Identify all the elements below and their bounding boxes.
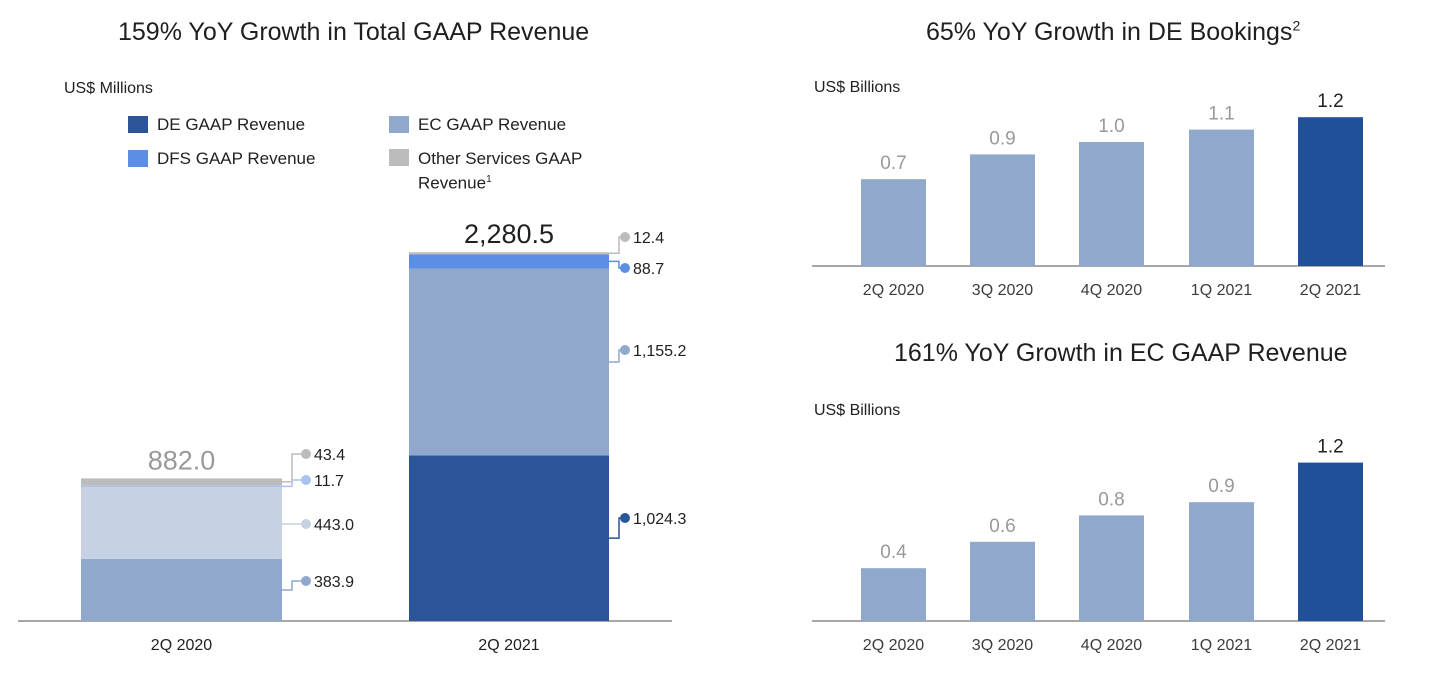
callout-line-dfs xyxy=(282,479,304,488)
category-label: 4Q 2020 xyxy=(1081,282,1142,299)
total-revenue-chart-title: 159% YoY Growth in Total GAAP Revenue xyxy=(118,18,589,47)
data-label-dfs: 11.7 xyxy=(314,473,344,490)
ec-revenue-title-text: 161% YoY Growth in EC GAAP Revenue xyxy=(894,339,1348,367)
category-label: 4Q 2020 xyxy=(1081,637,1142,654)
category-label: 3Q 2020 xyxy=(972,282,1033,299)
bar-2q-2021 xyxy=(1298,117,1363,266)
data-label-dfs: 88.7 xyxy=(633,261,664,278)
category-label: 2Q 2021 xyxy=(1300,282,1361,299)
callout-dot-de xyxy=(301,576,311,586)
bar-4q-2020 xyxy=(1079,142,1144,266)
total-label: 882.0 xyxy=(148,445,216,475)
de-bookings-title-footnote: 2 xyxy=(1292,17,1301,34)
callout-line-de xyxy=(282,580,304,591)
legend-item-other: Other Services GAAP Revenue1 xyxy=(389,148,598,194)
data-label-ec: 1,155.2 xyxy=(633,343,686,360)
value-label: 0.9 xyxy=(989,128,1015,149)
legend-item-dfs: DFS GAAP Revenue xyxy=(128,149,315,169)
bar-2q-2020 xyxy=(861,179,926,266)
legend-label-other: Other Services GAAP Revenue1 xyxy=(418,148,598,194)
data-label-de: 383.9 xyxy=(314,574,354,591)
callout-dot-de xyxy=(620,513,630,523)
de-bookings-chart-title: 65% YoY Growth in DE Bookings2 xyxy=(926,18,1300,47)
bar-3q-2020 xyxy=(970,541,1035,621)
category-label: 1Q 2021 xyxy=(1191,637,1252,654)
bar-segment-other-2q-2021 xyxy=(409,252,609,255)
legend-footnote: 1 xyxy=(486,174,492,185)
bar-2q-2020 xyxy=(861,568,926,621)
total-label: 2,280.5 xyxy=(464,219,554,249)
ec-revenue-bar-chart: 0.4 2Q 2020 0.6 3Q 2020 0.8 4Q 2020 0.9 1Q 2021… xyxy=(812,437,1385,654)
value-label: 0.6 xyxy=(989,516,1015,537)
callout-dot-dfs xyxy=(301,475,311,485)
value-label: 0.8 xyxy=(1098,489,1124,510)
category-label: 2Q 2021 xyxy=(478,637,539,654)
total-revenue-stacked-chart: 882.0 2Q 2020 383.9 443.0 11.7 43.4 2,280.5 2Q … xyxy=(18,219,686,654)
bar-3q-2020 xyxy=(970,154,1035,266)
category-label: 2Q 2021 xyxy=(1300,637,1361,654)
category-label: 2Q 2020 xyxy=(151,637,212,654)
bar-4q-2020 xyxy=(1079,515,1144,621)
de-bookings-unit-label: US$ Billions xyxy=(814,79,901,96)
legend-swatch-dfs xyxy=(128,150,148,167)
legend-item-ec: EC GAAP Revenue xyxy=(389,115,566,135)
category-label: 1Q 2021 xyxy=(1191,282,1252,299)
category-label: 2Q 2020 xyxy=(863,637,924,654)
callout-line-other xyxy=(282,453,304,483)
bar-segment-ec-2q-2020 xyxy=(81,487,282,559)
callout-dot-other xyxy=(301,449,311,459)
de-bookings-title-text: 65% YoY Growth in DE Bookings xyxy=(926,18,1293,46)
bar-1q-2021 xyxy=(1189,502,1254,621)
bar-2q-2021 xyxy=(1298,462,1363,621)
legend-label-ec: EC GAAP Revenue xyxy=(418,115,567,134)
legend-label-dfs: DFS GAAP Revenue xyxy=(157,149,316,168)
data-label-other: 12.4 xyxy=(633,230,664,247)
legend-swatch-de xyxy=(128,116,148,133)
category-label: 2Q 2020 xyxy=(863,282,924,299)
bar-segment-dfs-2q-2020 xyxy=(81,485,282,488)
value-label: 1.1 xyxy=(1208,104,1234,125)
value-label: 1.0 xyxy=(1098,116,1124,137)
callout-dot-dfs xyxy=(620,263,630,273)
category-label: 3Q 2020 xyxy=(972,637,1033,654)
total-revenue-unit-label: US$ Millions xyxy=(64,80,153,97)
callout-dot-ec xyxy=(301,519,311,529)
ec-revenue-chart-title: 161% YoY Growth in EC GAAP Revenue xyxy=(894,339,1348,368)
bar-segment-dfs-2q-2021 xyxy=(409,254,609,269)
data-label-de: 1,024.3 xyxy=(633,511,686,528)
legend-swatch-ec xyxy=(389,116,409,133)
bar-segment-de-2q-2020 xyxy=(81,558,282,621)
bar-segment-ec-2q-2021 xyxy=(409,268,609,456)
value-label: 1.2 xyxy=(1317,91,1343,112)
data-label-other: 43.4 xyxy=(314,447,345,464)
legend-label-other-text: Other Services GAAP Revenue xyxy=(418,149,583,193)
bar-segment-de-2q-2021 xyxy=(409,455,609,621)
callout-line-de xyxy=(609,517,623,539)
legend-label-de: DE GAAP Revenue xyxy=(157,115,306,134)
bar-segment-other-2q-2020 xyxy=(81,478,282,486)
value-label: 0.4 xyxy=(880,542,907,563)
value-label: 0.7 xyxy=(880,153,906,174)
total-revenue-title-text: 159% YoY Growth in Total GAAP Revenue xyxy=(118,18,590,46)
de-bookings-bar-chart: 0.7 2Q 2020 0.9 3Q 2020 1.0 4Q 2020 1.1 1Q 2021… xyxy=(812,91,1385,299)
callout-dot-other xyxy=(620,232,630,242)
legend-item-de: DE GAAP Revenue xyxy=(128,115,305,135)
data-label-ec: 443.0 xyxy=(314,517,354,534)
value-label: 0.9 xyxy=(1208,476,1234,497)
ec-revenue-unit-label: US$ Billions xyxy=(814,402,901,419)
bar-1q-2021 xyxy=(1189,129,1254,266)
callout-dot-ec xyxy=(620,345,630,355)
value-label: 1.2 xyxy=(1317,437,1343,458)
legend-swatch-other xyxy=(389,149,409,166)
